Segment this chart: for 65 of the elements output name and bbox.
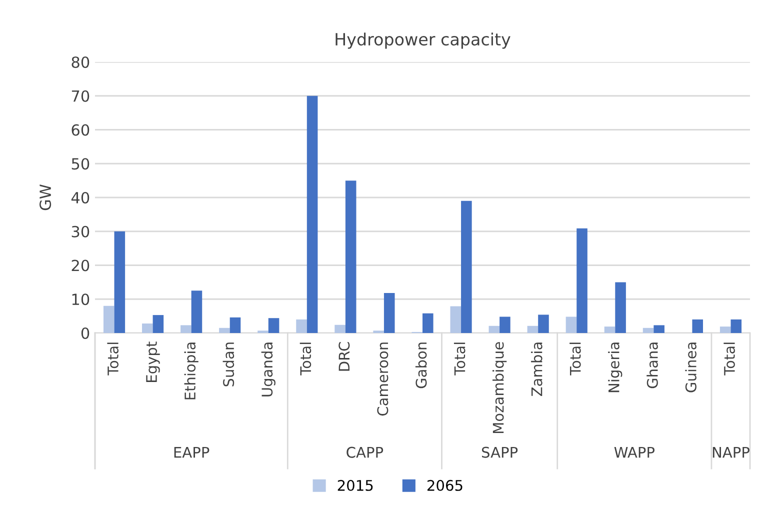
y-tick-label: 60 [72,124,90,136]
bar [654,325,664,333]
x-tick-label: DRC [338,342,350,371]
bar [268,318,280,333]
x-tick-label: Total [300,342,312,376]
x-tick-label: Total [724,342,735,376]
chart-title: Hydropower capacity [336,32,510,49]
bar [219,328,230,333]
bar [296,319,307,333]
x-tick-label: Gabon [415,342,427,388]
bar [345,180,356,333]
bar [152,315,164,333]
bar [527,326,538,333]
x-tick-label: Total [107,342,118,376]
bar [180,325,192,333]
bar [720,326,731,333]
bar [566,316,577,333]
bar [538,314,549,333]
x-tick-label: Cameroon [377,342,388,416]
bar [191,290,202,333]
bar [422,313,434,333]
bar [692,319,703,333]
bar [730,319,742,333]
bar [142,324,153,333]
x-tick-label: Nigeria [608,342,622,392]
legend-label: 2015 [338,480,373,491]
bar [450,306,462,333]
x-tick-label: Total [454,342,466,376]
bar [500,316,510,333]
x-tick-label: Ghana [646,342,658,388]
y-tick-label: 20 [72,260,90,272]
bar [576,228,588,333]
x-tick-label: Egypt [146,342,160,382]
legend-label: 2065 [427,480,462,491]
text: CAPP [346,446,384,458]
text: SAPP [482,446,518,458]
x-tick-label: Total [570,342,581,376]
y-axis-title: GW [40,184,52,210]
bar [604,326,616,333]
bar [384,293,395,333]
bar [114,231,126,333]
y-tick-label: 80 [72,56,90,68]
x-tick-label: Zambia [531,342,542,396]
bar [642,328,654,333]
bar [615,282,626,333]
bar [230,317,241,333]
bar [488,326,500,333]
y-tick-label: 70 [72,90,90,102]
x-tick-label: Uganda [261,342,276,396]
bar [306,96,318,333]
text: EAPP [174,446,210,458]
x-tick-label: Guinea [685,342,696,392]
bar [461,200,472,333]
y-tick-label: 10 [72,294,90,306]
x-tick-label: Ethiopia [184,342,198,400]
bar [334,324,346,333]
y-tick-label: 40 [71,192,90,204]
y-tick-label: 0 [81,327,90,340]
x-tick-label: Mozambique [492,342,507,433]
bar [103,306,114,333]
y-tick-label: 50 [72,158,90,170]
y-tick-label: 30 [72,226,90,238]
text: WAPP [614,446,655,458]
text: NAPP [712,446,750,458]
x-tick-label: Sudan [222,342,234,386]
